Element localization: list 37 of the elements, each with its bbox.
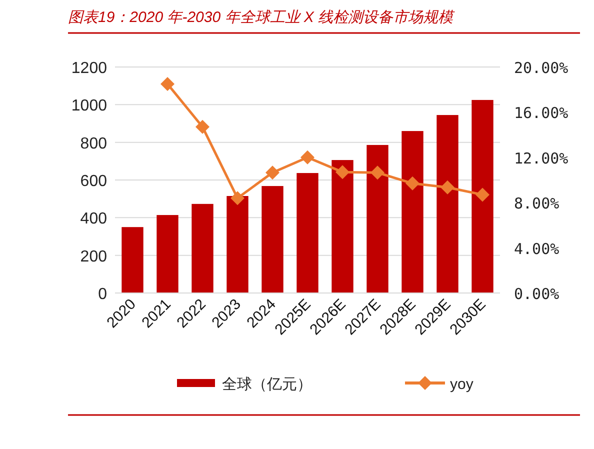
y-tick-label: 800 — [80, 135, 108, 152]
point — [336, 165, 350, 180]
y2-tick-label: 0.00% — [514, 285, 560, 303]
bar — [122, 227, 144, 293]
bar — [402, 131, 424, 293]
y2-tick-label: 16.00% — [514, 104, 568, 122]
bar — [436, 115, 458, 293]
point — [230, 191, 244, 206]
chart-title: 图表19：2020 年-2030 年全球工业 X 线检测设备市场规模 — [68, 9, 456, 26]
bar — [156, 215, 178, 293]
legend-label: 全球（亿元） — [222, 376, 312, 393]
point — [266, 166, 280, 180]
point — [476, 188, 490, 202]
y2-tick-label: 4.00% — [514, 240, 560, 258]
y2-tick-label: 20.00% — [514, 59, 568, 77]
y-tick-label: 0 — [98, 286, 108, 303]
bar — [296, 173, 318, 293]
bar — [366, 144, 388, 293]
point — [370, 166, 384, 180]
bar — [332, 160, 354, 293]
bar — [472, 100, 494, 293]
y-tick-label: 1000 — [71, 98, 108, 115]
y-tick-label: 200 — [80, 248, 108, 266]
bar — [262, 186, 284, 293]
bar — [226, 196, 248, 293]
y-tick-label: 1200 — [71, 60, 108, 77]
point — [196, 120, 210, 134]
y2-tick-label: 12.00% — [514, 149, 568, 168]
legend-label: yoy — [450, 376, 474, 393]
point — [406, 176, 420, 190]
point — [300, 150, 314, 164]
point — [160, 76, 174, 91]
point — [440, 180, 454, 194]
y-tick-label: 600 — [80, 173, 108, 190]
bar — [192, 204, 214, 293]
y2-tick-label: 8.00% — [514, 194, 560, 213]
y-tick-label: 400 — [80, 210, 108, 228]
